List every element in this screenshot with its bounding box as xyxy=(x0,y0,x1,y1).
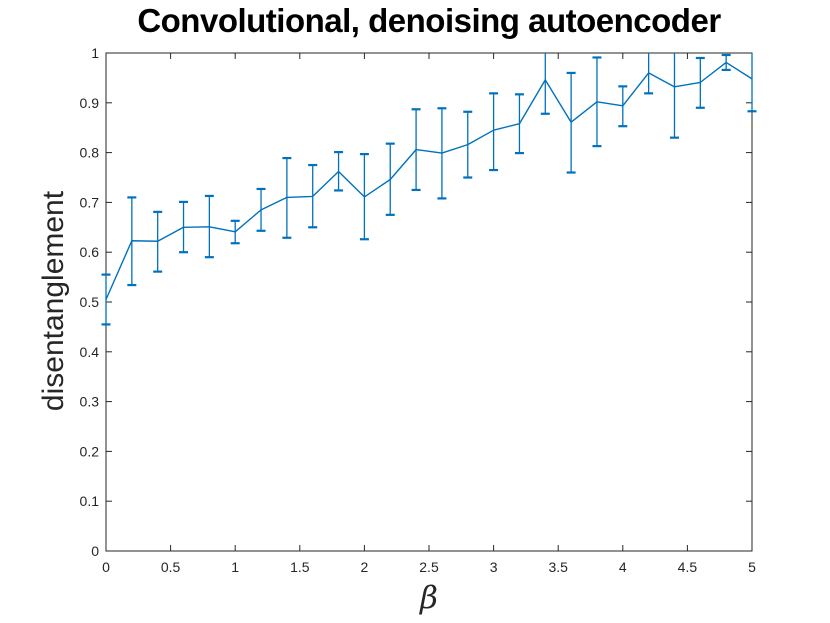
y-tick-label: 0.3 xyxy=(80,394,100,410)
x-tick-label: 0.5 xyxy=(161,559,181,575)
axes-box xyxy=(105,52,753,552)
y-tick-label: 0.7 xyxy=(80,194,100,210)
y-tick-label: 0.9 xyxy=(80,95,100,111)
x-tick-label: 2.5 xyxy=(419,559,439,575)
x-axis-label: β xyxy=(420,580,438,616)
x-tick-label: 1 xyxy=(231,559,239,575)
x-tick-label: 1.5 xyxy=(290,559,310,575)
y-tick-label: 1 xyxy=(91,45,99,61)
y-tick-label: 0.2 xyxy=(80,443,100,459)
x-tick-label: 3 xyxy=(490,559,498,575)
x-tick-label: 5 xyxy=(748,559,756,575)
x-tick-label: 2 xyxy=(361,559,369,575)
y-tick-label: 0.8 xyxy=(80,145,100,161)
x-tick-label: 0 xyxy=(102,559,110,575)
y-tick-label: 0.4 xyxy=(80,344,100,360)
chart-title: Convolutional, denoising autoencoder xyxy=(137,2,721,39)
y-tick-label: 0 xyxy=(91,543,99,559)
y-tick-label: 0.6 xyxy=(80,244,100,260)
x-tick-label: 4 xyxy=(619,559,627,575)
y-tick-label: 0.5 xyxy=(80,294,100,310)
x-tick-label: 4.5 xyxy=(678,559,698,575)
x-tick-label: 3.5 xyxy=(548,559,568,575)
y-tick-label: 0.1 xyxy=(80,493,100,509)
data-line xyxy=(105,61,753,300)
